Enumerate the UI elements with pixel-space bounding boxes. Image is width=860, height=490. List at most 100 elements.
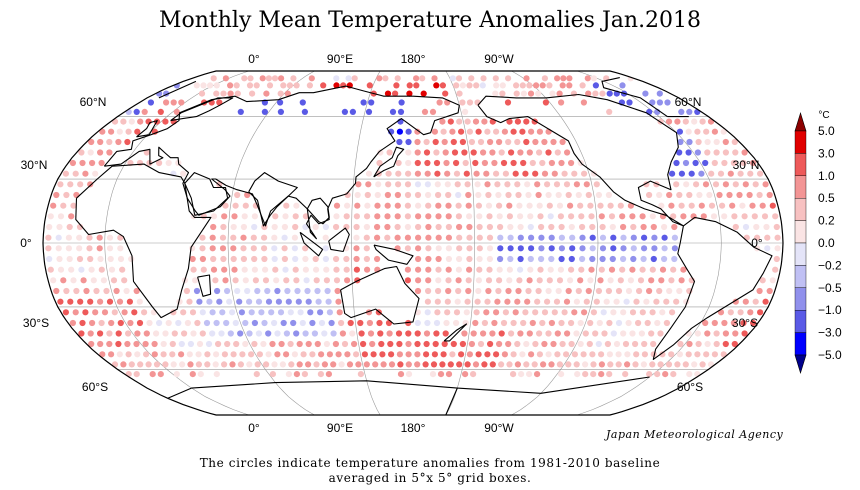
anomaly-circle [743, 234, 750, 241]
anomaly-circle [72, 170, 79, 177]
anomaly-circle [518, 371, 525, 378]
anomaly-circle [56, 223, 63, 231]
anomaly-circle [633, 351, 640, 358]
anomaly-circle [204, 361, 211, 368]
anomaly-circle [141, 309, 148, 316]
anomaly-circle [585, 287, 592, 295]
anomaly-circle [485, 191, 492, 199]
anomaly-circle [579, 223, 586, 231]
anomaly-circle [294, 287, 301, 295]
coastline [167, 380, 458, 415]
anomaly-circle [541, 170, 549, 177]
anomaly-circle [134, 128, 141, 135]
anomaly-circle [415, 266, 422, 273]
anomaly-circle [385, 170, 392, 177]
anomaly-circle [695, 340, 702, 348]
anomaly-circle [669, 309, 676, 316]
anomaly-circle [424, 159, 431, 167]
anomaly-circle [635, 319, 642, 327]
anomaly-circle [209, 234, 216, 241]
anomaly-circle [200, 266, 207, 273]
anomaly-circle [722, 138, 729, 146]
anomaly-circle [554, 149, 561, 156]
anomaly-circle [456, 234, 463, 241]
anomaly-circle [559, 82, 566, 89]
anomaly-circle [685, 149, 692, 156]
anomaly-circle [261, 108, 268, 115]
anomaly-circle [274, 330, 281, 337]
anomaly-circle [761, 213, 769, 220]
anomaly-circle [439, 118, 446, 125]
anomaly-circle [476, 223, 483, 231]
anomaly-circle [249, 90, 256, 97]
anomaly-circle [365, 181, 372, 188]
anomaly-circle [431, 75, 438, 82]
anomaly-circle [545, 351, 552, 358]
anomaly-circle [504, 181, 511, 188]
anomaly-circle [727, 170, 734, 177]
anomaly-circle [676, 128, 684, 135]
anomaly-circle [363, 234, 370, 241]
anomaly-circle [363, 255, 370, 263]
anomaly-circle [548, 245, 555, 252]
anomaly-circle [398, 99, 405, 106]
anomaly-circle [355, 181, 362, 188]
anomaly-circle [311, 330, 318, 337]
anomaly-circle [88, 340, 95, 348]
anomaly-circle [531, 361, 538, 368]
anomaly-circle [580, 351, 587, 358]
anomaly-circle [198, 90, 206, 97]
legend-tick-label: −0.5 [818, 281, 842, 295]
anomaly-circle [646, 287, 653, 295]
anomaly-circle [56, 255, 63, 263]
anomaly-circle [157, 108, 164, 115]
anomaly-circle [53, 287, 60, 295]
anomaly-circle [565, 191, 572, 199]
anomaly-circle [296, 340, 303, 348]
anomaly-circle [414, 191, 422, 199]
anomaly-circle [414, 128, 421, 135]
anomaly-circle [510, 128, 517, 135]
anomaly-circle [425, 255, 432, 263]
anomaly-circle [527, 213, 534, 220]
anomaly-circle [323, 340, 330, 348]
anomaly-circle [272, 266, 279, 273]
anomaly-circle [301, 108, 308, 115]
anomaly-circle [451, 149, 459, 156]
anomaly-circle [470, 149, 477, 156]
anomaly-circle [480, 149, 487, 156]
anomaly-circle [535, 90, 542, 97]
anomaly-circle [526, 149, 533, 156]
anomaly-circle [657, 361, 664, 368]
anomaly-circle [769, 202, 776, 209]
anomaly-circle [678, 108, 685, 115]
anomaly-circle [533, 82, 540, 89]
anomaly-circle [534, 298, 541, 305]
anomaly-circle [189, 309, 197, 316]
anomaly-circle [722, 330, 730, 337]
anomaly-circle [462, 319, 469, 327]
anomaly-circle [606, 371, 613, 378]
anomaly-circle [326, 309, 333, 316]
anomaly-circle [445, 266, 452, 273]
anomaly-circle [541, 138, 548, 146]
anomaly-circle [415, 245, 422, 252]
anomaly-circle [462, 371, 469, 378]
anomaly-circle [308, 75, 315, 82]
anomaly-circle [151, 351, 158, 358]
anomaly-circle [405, 170, 412, 177]
anomaly-circle [561, 309, 568, 316]
anomaly-circle [440, 128, 447, 135]
anomaly-circle [444, 298, 451, 305]
anomaly-circle [481, 118, 488, 125]
anomaly-circle [335, 298, 342, 305]
anomaly-circle [394, 191, 401, 199]
anomaly-circle [475, 277, 482, 284]
anomaly-circle [377, 149, 384, 156]
anomaly-circle [742, 223, 750, 231]
lat-label-left-60n: 60°N [80, 95, 107, 109]
anomaly-circle [143, 330, 150, 337]
anomaly-circle [750, 159, 757, 167]
anomaly-circle [169, 351, 176, 358]
anomaly-circle [558, 99, 565, 106]
